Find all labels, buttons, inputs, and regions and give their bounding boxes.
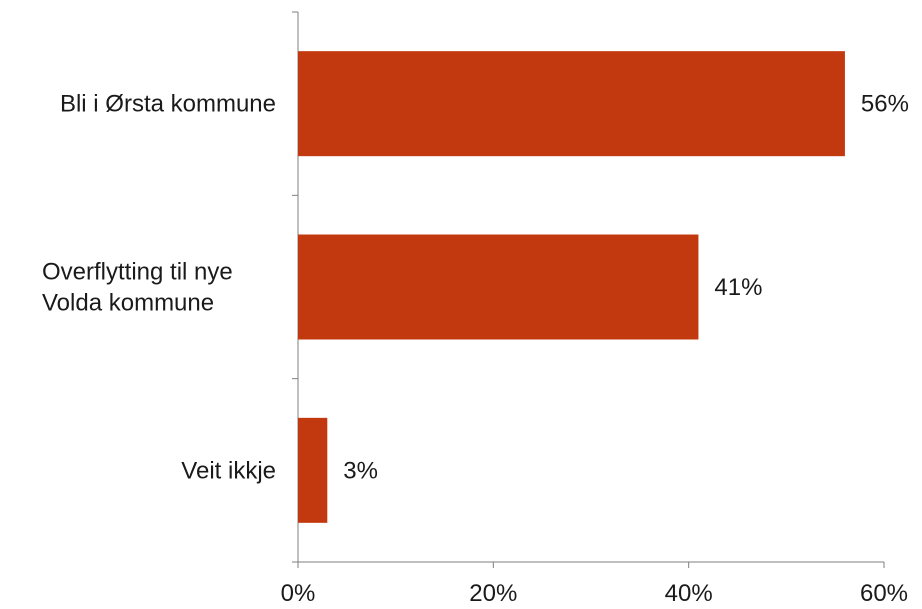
x-tick-label: 60% [860,580,908,607]
category-label-line: Volda kommune [42,290,214,317]
category-label: Overflytting til nye Volda kommune [42,259,233,317]
bars [298,51,845,523]
x-tick-label: 20% [469,580,517,607]
category-label: Bli i Ørsta kommune [60,91,276,118]
category-label-line: Veit ikkje [181,457,276,484]
labels: 0% 20% 40% 60% 56% Bli i Ørsta kommune 41% Over… [42,91,909,607]
category-label-line: Bli i Ørsta kommune [60,91,276,118]
category-label-line: Overflytting til nye [42,259,233,286]
data-label: 41% [714,274,762,301]
bar [298,51,845,157]
data-label: 3% [343,457,378,484]
bar [298,234,699,340]
category-label: Veit ikkje [181,457,276,484]
x-tick-label: 40% [665,580,713,607]
bar [298,417,328,523]
data-label: 56% [861,91,909,118]
x-tick-label: 0% [281,580,316,607]
